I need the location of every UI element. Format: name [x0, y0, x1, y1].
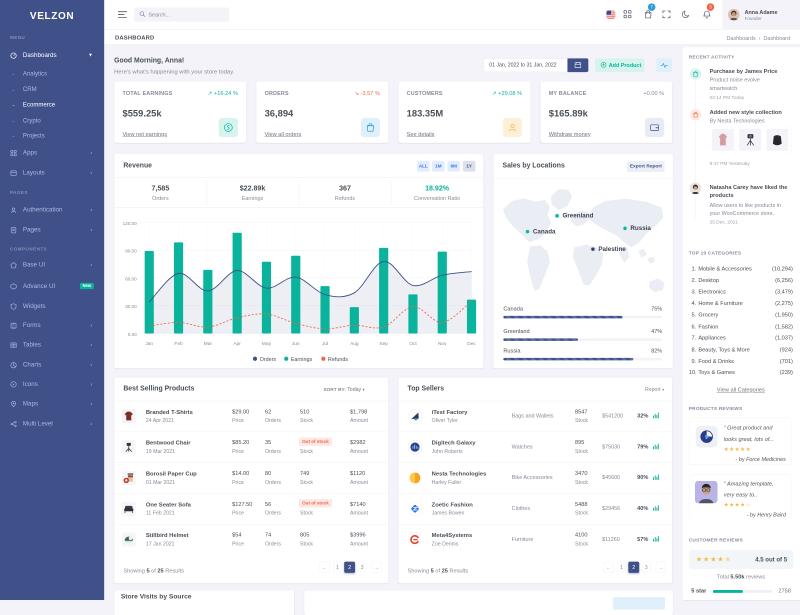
svg-text:Jul: Jul [322, 341, 328, 347]
svg-text:90.00: 90.00 [125, 249, 137, 254]
svg-text:Apr: Apr [233, 341, 241, 347]
svg-text:Mar: Mar [204, 341, 213, 347]
svg-text:120.00: 120.00 [123, 221, 137, 226]
svg-text:Jan: Jan [145, 341, 153, 347]
svg-text:Orders: Orders [260, 357, 277, 363]
svg-text:Earnings: Earnings [291, 357, 313, 363]
svg-text:May: May [262, 341, 272, 347]
svg-text:0.00: 0.00 [128, 332, 137, 337]
svg-text:60.00: 60.00 [125, 276, 137, 281]
svg-text:Sep: Sep [379, 341, 388, 347]
svg-text:Refunds: Refunds [328, 357, 348, 363]
svg-text:Oct: Oct [409, 341, 417, 347]
svg-text:Jun: Jun [292, 341, 300, 347]
svg-text:Nov: Nov [438, 341, 447, 347]
svg-text:Aug: Aug [350, 341, 359, 347]
svg-text:Feb: Feb [174, 341, 183, 347]
svg-text:30.00: 30.00 [125, 304, 137, 309]
svg-text:Dec: Dec [467, 341, 476, 347]
